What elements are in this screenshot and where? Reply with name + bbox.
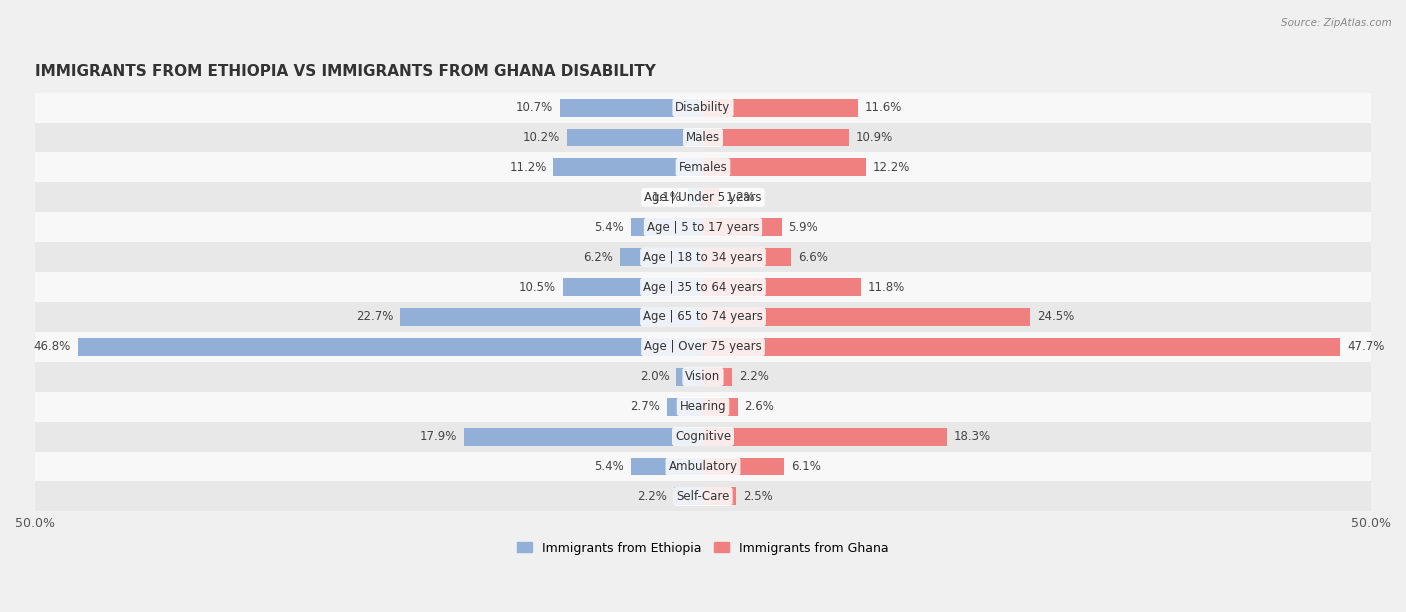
Bar — [35, 392, 1371, 422]
Bar — [703, 188, 718, 206]
Text: 11.8%: 11.8% — [868, 280, 904, 294]
Text: 10.5%: 10.5% — [519, 280, 555, 294]
Text: IMMIGRANTS FROM ETHIOPIA VS IMMIGRANTS FROM GHANA DISABILITY: IMMIGRANTS FROM ETHIOPIA VS IMMIGRANTS F… — [35, 64, 655, 79]
Bar — [567, 129, 703, 146]
Bar — [464, 428, 703, 446]
Bar — [35, 362, 1371, 392]
Bar — [35, 152, 1371, 182]
Text: 2.2%: 2.2% — [740, 370, 769, 383]
Text: 2.0%: 2.0% — [640, 370, 669, 383]
Text: 5.4%: 5.4% — [595, 221, 624, 234]
Bar — [35, 332, 1371, 362]
Bar — [560, 99, 703, 116]
Text: 2.2%: 2.2% — [637, 490, 666, 503]
Bar — [703, 428, 948, 446]
Text: Age | 65 to 74 years: Age | 65 to 74 years — [643, 310, 763, 324]
Text: 6.6%: 6.6% — [797, 251, 828, 264]
Text: Age | 35 to 64 years: Age | 35 to 64 years — [643, 280, 763, 294]
Bar — [666, 398, 703, 416]
Text: 12.2%: 12.2% — [873, 161, 910, 174]
Bar — [703, 338, 1340, 356]
Text: 47.7%: 47.7% — [1347, 340, 1385, 353]
Text: Age | 18 to 34 years: Age | 18 to 34 years — [643, 251, 763, 264]
Bar — [620, 248, 703, 266]
Text: 5.9%: 5.9% — [789, 221, 818, 234]
Text: Males: Males — [686, 131, 720, 144]
Text: 1.1%: 1.1% — [652, 191, 682, 204]
Bar — [631, 458, 703, 476]
Text: Source: ZipAtlas.com: Source: ZipAtlas.com — [1281, 18, 1392, 28]
Text: Age | Under 5 years: Age | Under 5 years — [644, 191, 762, 204]
Bar — [703, 308, 1031, 326]
Legend: Immigrants from Ethiopia, Immigrants from Ghana: Immigrants from Ethiopia, Immigrants fro… — [512, 537, 894, 559]
Bar — [703, 278, 860, 296]
Bar — [35, 242, 1371, 272]
Text: Females: Females — [679, 161, 727, 174]
Bar — [703, 218, 782, 236]
Text: Ambulatory: Ambulatory — [668, 460, 738, 473]
Bar — [35, 182, 1371, 212]
Bar — [689, 188, 703, 206]
Text: 22.7%: 22.7% — [356, 310, 394, 324]
Text: 46.8%: 46.8% — [34, 340, 72, 353]
Bar — [35, 92, 1371, 122]
Bar — [703, 248, 792, 266]
Text: 2.7%: 2.7% — [630, 400, 661, 413]
Text: 11.6%: 11.6% — [865, 101, 903, 114]
Bar — [35, 452, 1371, 482]
Text: 6.2%: 6.2% — [583, 251, 613, 264]
Text: 1.2%: 1.2% — [725, 191, 755, 204]
Bar — [554, 159, 703, 176]
Text: 5.4%: 5.4% — [595, 460, 624, 473]
Text: 10.9%: 10.9% — [855, 131, 893, 144]
Text: Vision: Vision — [685, 370, 721, 383]
Text: 6.1%: 6.1% — [792, 460, 821, 473]
Text: Age | 5 to 17 years: Age | 5 to 17 years — [647, 221, 759, 234]
Text: 11.2%: 11.2% — [509, 161, 547, 174]
Text: 24.5%: 24.5% — [1038, 310, 1074, 324]
Text: 17.9%: 17.9% — [420, 430, 457, 443]
Text: Disability: Disability — [675, 101, 731, 114]
Text: 10.2%: 10.2% — [523, 131, 560, 144]
Text: 18.3%: 18.3% — [955, 430, 991, 443]
Bar — [703, 368, 733, 386]
Bar — [35, 212, 1371, 242]
Bar — [703, 458, 785, 476]
Bar — [35, 302, 1371, 332]
Bar — [673, 488, 703, 506]
Text: Age | Over 75 years: Age | Over 75 years — [644, 340, 762, 353]
Bar — [703, 488, 737, 506]
Bar — [703, 398, 738, 416]
Bar — [703, 159, 866, 176]
Bar — [631, 218, 703, 236]
Bar — [562, 278, 703, 296]
Bar — [77, 338, 703, 356]
Bar — [35, 272, 1371, 302]
Text: Cognitive: Cognitive — [675, 430, 731, 443]
Text: 2.6%: 2.6% — [744, 400, 775, 413]
Bar — [703, 129, 849, 146]
Bar — [35, 122, 1371, 152]
Bar — [35, 482, 1371, 512]
Bar — [703, 99, 858, 116]
Text: 10.7%: 10.7% — [516, 101, 554, 114]
Text: Self-Care: Self-Care — [676, 490, 730, 503]
Text: 2.5%: 2.5% — [744, 490, 773, 503]
Bar — [399, 308, 703, 326]
Bar — [676, 368, 703, 386]
Text: Hearing: Hearing — [679, 400, 727, 413]
Bar — [35, 422, 1371, 452]
